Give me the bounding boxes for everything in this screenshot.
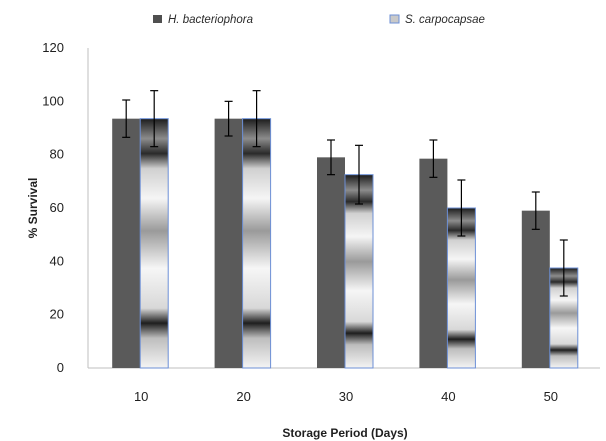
error-bar	[252, 90, 261, 148]
x-tick-label: 30	[339, 389, 353, 404]
x-tick-label: 50	[544, 389, 558, 404]
y-tick-label: 20	[50, 307, 64, 322]
bars-group	[112, 118, 579, 369]
bar-s-carpocapsae	[139, 118, 169, 369]
bar-h-bacteriophora	[214, 118, 243, 369]
error-bar	[122, 99, 131, 138]
error-bar	[355, 144, 363, 205]
y-tick-label: 100	[42, 93, 64, 108]
legend-swatch-h-bacteriophora	[153, 15, 162, 23]
bar-s-carpocapsae	[242, 118, 272, 369]
x-tick-labels: 10 20 30 40 50	[134, 389, 558, 404]
legend-label-h-bacteriophora: H. bacteriophora	[168, 14, 253, 26]
x-tick-label: 40	[441, 389, 455, 404]
error-bar	[150, 90, 159, 148]
y-tick-label: 120	[42, 40, 64, 55]
y-tick-label: 60	[50, 200, 64, 215]
y-axis-title: % Survival	[26, 178, 40, 239]
legend-swatch-s-carpocapsae	[389, 14, 400, 24]
error-bar	[457, 179, 466, 237]
bar-h-bacteriophora	[419, 158, 448, 368]
bar-s-carpocapsae	[344, 174, 374, 369]
error-bar	[559, 239, 568, 297]
y-tick-label: 80	[50, 147, 64, 162]
error-bar	[224, 100, 233, 137]
bar-h-bacteriophora	[521, 210, 550, 368]
legend-label-s-carpocapsae: S. carpocapsae	[405, 14, 485, 26]
legend: H. bacteriophora S. carpocapsae	[153, 14, 485, 26]
y-tick-label: 0	[57, 360, 64, 375]
x-axis-title: Storage Period (Days)	[282, 426, 407, 440]
error-bars-group	[122, 90, 568, 297]
error-bar	[327, 139, 335, 176]
y-tick-labels: 0 20 40 60 80 100 120	[42, 40, 64, 375]
error-bar	[429, 139, 438, 178]
x-tick-label: 10	[134, 389, 148, 404]
error-bar	[531, 191, 540, 230]
bar-h-bacteriophora	[112, 118, 141, 369]
x-tick-label: 20	[236, 389, 250, 404]
y-tick-label: 40	[50, 253, 64, 268]
bar-h-bacteriophora	[317, 157, 345, 368]
